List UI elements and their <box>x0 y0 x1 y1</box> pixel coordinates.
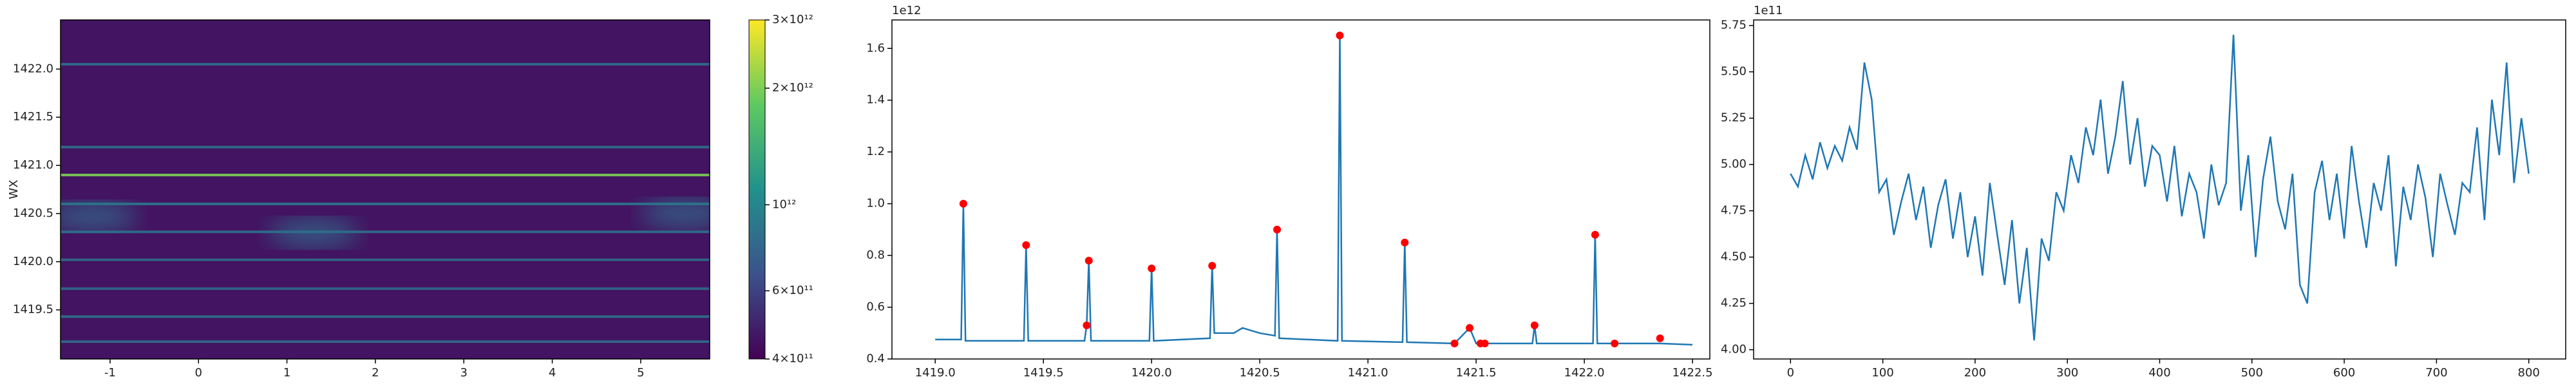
colorbar-tick-label: 4×10¹¹ <box>772 352 813 365</box>
x-tick-label: 1422.0 <box>1564 366 1605 380</box>
x-tick-label: 800 <box>2518 366 2540 380</box>
x-tick-label: 1419.5 <box>1023 366 1064 380</box>
x-tick-label: 200 <box>1964 366 1986 380</box>
x-tick-label: 0 <box>195 366 202 380</box>
x-tick-label: 1422.5 <box>1672 366 1713 380</box>
peak-marker <box>959 199 967 208</box>
colorbar <box>748 19 766 360</box>
x-tick-label: 500 <box>2241 366 2263 380</box>
x-tick-label: 600 <box>2333 366 2355 380</box>
x-tick-label: 3 <box>460 366 467 380</box>
peak-marker <box>1022 241 1030 249</box>
x-tick-label: 400 <box>2148 366 2170 380</box>
y-tick-label: 4.75 <box>1721 204 1747 217</box>
y-tick-label: 4.50 <box>1721 250 1747 264</box>
peak-marker <box>1656 334 1664 342</box>
peak-marker <box>1083 321 1091 329</box>
x-tick-label: 1421.0 <box>1348 366 1388 380</box>
offset-label: 1e12 <box>892 4 921 17</box>
x-tick-label: 5 <box>637 366 644 380</box>
peak-marker <box>1591 230 1599 239</box>
y-tick-label: 5.00 <box>1721 158 1747 171</box>
y-tick-label: 1.2 <box>866 145 885 158</box>
peak-marker <box>1148 264 1156 273</box>
x-tick-label: 1421.5 <box>1456 366 1497 380</box>
y-tick-label: 1422.0 <box>13 62 53 75</box>
colorbar-tick-label: 3×10¹² <box>772 13 813 26</box>
y-tick-label: 5.25 <box>1721 111 1747 125</box>
heatmap-band <box>61 62 710 66</box>
peak-marker <box>1273 225 1282 234</box>
y-tick-label: 1.4 <box>866 93 885 107</box>
heatmap-band <box>61 202 710 205</box>
peak-marker <box>1530 321 1539 329</box>
offset-label: 1e11 <box>1754 4 1783 17</box>
heatmap-blob <box>639 199 710 228</box>
y-tick-label: 1421.0 <box>13 158 53 172</box>
heatmap <box>61 20 710 359</box>
heatmap-band <box>61 340 710 344</box>
peak-marker <box>1336 32 1344 40</box>
y-tick-label: 0.8 <box>866 248 885 262</box>
peak-marker <box>1084 257 1093 265</box>
y-tick-label: 1420.5 <box>13 207 53 220</box>
y-tick-label: 5.75 <box>1721 19 1747 32</box>
peak-marker <box>1611 339 1619 347</box>
y-tick-label: 1.6 <box>866 41 885 55</box>
x-tick-label: 1 <box>283 366 290 380</box>
x-tick-label: 1420.0 <box>1132 366 1172 380</box>
x-tick-label: 2 <box>372 366 379 380</box>
peak-marker <box>1401 238 1409 246</box>
x-tick-label: 100 <box>1871 366 1893 380</box>
peak-marker <box>1466 324 1474 332</box>
plot-frame <box>1753 19 2566 360</box>
y-tick-label: 0.4 <box>866 352 885 365</box>
peak-marker <box>1450 339 1459 347</box>
heatmap-blob <box>61 202 138 231</box>
x-tick-label: 4 <box>549 366 556 380</box>
x-tick-label: 1419.0 <box>915 366 956 380</box>
y-tick-label: 4.25 <box>1721 297 1747 310</box>
x-tick-label: -1 <box>104 366 116 380</box>
heatmap-band <box>61 287 710 290</box>
colorbar-tick-label: 6×10¹¹ <box>772 284 813 297</box>
heatmap-band <box>61 230 710 234</box>
heatmap-band <box>61 315 710 318</box>
y-tick-label: 5.50 <box>1721 65 1747 78</box>
y-tick-label: 1421.5 <box>13 110 53 124</box>
x-tick-label: 700 <box>2425 366 2447 380</box>
heatmap-band <box>61 258 710 261</box>
x-tick-label: 300 <box>2056 366 2078 380</box>
plot-frame <box>60 19 710 360</box>
x-tick-label: 1420.5 <box>1240 366 1280 380</box>
plot-frame <box>891 19 1710 360</box>
heatmap-background <box>61 20 710 359</box>
y-tick-label: 1419.5 <box>13 303 53 317</box>
x-tick-label: 0 <box>1787 366 1794 380</box>
y-axis-label: WX <box>7 179 21 199</box>
y-tick-label: 4.00 <box>1721 343 1747 356</box>
colorbar-tick-label: 2×10¹² <box>772 81 813 95</box>
y-tick-label: 1420.0 <box>13 255 53 268</box>
y-tick-label: 1.0 <box>866 197 885 210</box>
data-line <box>935 35 1693 346</box>
peak-marker <box>1208 262 1217 270</box>
peak-marker <box>1481 339 1489 347</box>
y-tick-label: 0.6 <box>866 300 885 314</box>
heatmap-band <box>61 145 710 149</box>
heatmap-band <box>61 174 710 177</box>
data-line <box>1790 34 2530 341</box>
colorbar-tick-label: 10¹² <box>772 198 796 211</box>
